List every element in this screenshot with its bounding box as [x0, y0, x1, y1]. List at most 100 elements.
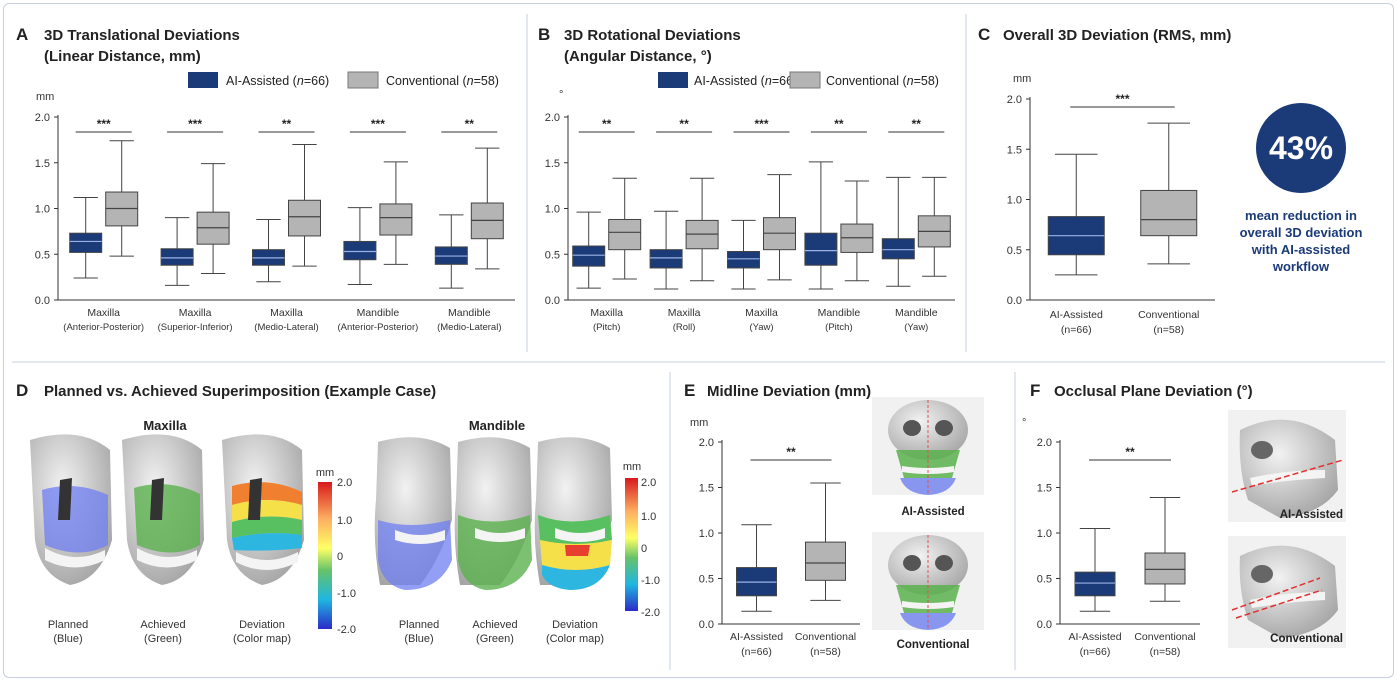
panel-f-ytick-label: 1.5 — [1037, 483, 1052, 495]
panel-a-category-sublabel: (Anterior-Posterior) — [63, 322, 144, 333]
mandible-achieved-render — [454, 437, 532, 590]
colorbar-maxilla-tick: 0 — [337, 551, 343, 563]
panel-a-category-label: Mandible — [357, 307, 400, 319]
panel-f-ytick-label: 0.0 — [1037, 619, 1052, 631]
panel-b-ytick-label: 0.5 — [545, 249, 560, 261]
panel-b-category-label: Maxilla — [745, 307, 778, 319]
caption-deviation: Deviation — [239, 619, 285, 631]
caption-deviation: Deviation — [552, 619, 598, 631]
caption-planned: Planned — [399, 619, 439, 631]
panel-b-y-unit: ° — [559, 89, 563, 101]
panel-b-title: 3D Rotational Deviations — [564, 27, 741, 44]
maxilla-achieved-render — [122, 434, 204, 585]
panel-a-sig-label: ** — [465, 117, 475, 131]
panel-b-sig-label: *** — [754, 117, 768, 131]
colorbar-mandible-tick: 1.0 — [641, 511, 656, 523]
legend-conventional-label: Conventional (n=58) — [386, 74, 499, 88]
panel-c-category-sublabel: (n=58) — [1153, 324, 1184, 336]
panel-b-ytick-label: 2.0 — [545, 112, 560, 124]
panel-a-ytick-label: 0.5 — [35, 249, 50, 261]
panel-d-letter: D — [16, 381, 28, 400]
panel-a-category-sublabel: (Superior-Inferior) — [158, 322, 233, 333]
colorbar-mandible-unit: mm — [623, 461, 641, 473]
panel-b-subtitle: (Angular Distance, °) — [564, 48, 712, 65]
panel-f-sig-label: ** — [1125, 445, 1135, 459]
legend-b-conventional-swatch — [789, 71, 821, 89]
panel-c-ytick-label: 1.5 — [1007, 144, 1022, 156]
panel-b-category-sublabel: (Pitch) — [593, 322, 620, 333]
panel-f-ytick-label: 0.5 — [1037, 574, 1052, 586]
caption-deviation-sub: (Color map) — [233, 633, 291, 645]
panel-b-ytick-label: 1.0 — [545, 204, 560, 216]
panel-a-title: 3D Translational Deviations — [44, 27, 240, 44]
panel-a-category-sublabel: (Medio-Lateral) — [437, 322, 501, 333]
callout-line-1: mean reduction in — [1245, 208, 1357, 223]
reduction-value: 43% — [1269, 130, 1333, 166]
panel-a-category-label: Maxilla — [179, 307, 212, 319]
panel-e-y-unit: mm — [690, 417, 708, 429]
colorbar-maxilla-tick: -1.0 — [337, 588, 356, 600]
caption-planned-sub: (Blue) — [404, 633, 433, 645]
panel-a-sig-label: *** — [97, 117, 111, 131]
panel-f-category-label: Conventional — [1134, 631, 1195, 643]
caption-achieved-sub: (Green) — [476, 633, 514, 645]
caption-achieved: Achieved — [472, 619, 517, 631]
caption-deviation-sub: (Color map) — [546, 633, 604, 645]
panel-a-sig-label: *** — [371, 117, 385, 131]
midline-ai-label: AI-Assisted — [901, 506, 964, 518]
panel-b-ai-1-box — [572, 245, 606, 267]
colorbar-mandible-tick: 2.0 — [641, 477, 656, 489]
midline-conventional-label: Conventional — [897, 639, 970, 651]
legend-b-conventional-label: Conventional (n=58) — [826, 74, 939, 88]
panel-b-category-label: Mandible — [895, 307, 938, 319]
callout-line-2: overall 3D deviation — [1240, 225, 1363, 240]
panel-b-category-label: Mandible — [818, 307, 861, 319]
panel-a-ytick-label: 1.0 — [35, 204, 50, 216]
panel-b-category-label: Maxilla — [668, 307, 701, 319]
panel-b-sig-label: ** — [679, 117, 689, 131]
caption-achieved-sub: (Green) — [144, 633, 182, 645]
panel-b-sig-label: ** — [602, 117, 612, 131]
panel-e-ytick-label: 0.0 — [699, 619, 714, 631]
panel-e-category-label: AI-Assisted — [730, 631, 783, 643]
panel-a-ai-4-box — [343, 240, 377, 261]
panel-c-conventional-box — [1140, 189, 1198, 237]
callout-line-3: with AI-assisted — [1251, 242, 1351, 257]
panel-a-sig-label: ** — [282, 117, 292, 131]
occlusal-conventional-label: Conventional — [1270, 633, 1343, 645]
panel-f-ai-box — [1074, 571, 1116, 597]
panel-a-y-unit: mm — [36, 91, 54, 103]
maxilla-planned-render — [30, 434, 112, 585]
panel-a-ytick-label: 0.0 — [35, 295, 50, 307]
legend-b-ai-label: AI-Assisted (n=66) — [694, 74, 797, 88]
panel-a-ai-2-box — [160, 248, 194, 266]
legend-ai-swatch — [188, 72, 218, 88]
colorbar-mandible-tick: -2.0 — [641, 607, 660, 619]
panel-c-y-unit: mm — [1013, 73, 1031, 85]
panel-e-ytick-label: 2.0 — [699, 437, 714, 449]
panel-b-category-label: Maxilla — [590, 307, 623, 319]
panel-a-ai-1-box — [69, 232, 103, 253]
panel-a-ytick-label: 1.5 — [35, 158, 50, 170]
panel-b-ytick-label: 1.5 — [545, 158, 560, 170]
panel-a-category-sublabel: (Medio-Lateral) — [254, 322, 318, 333]
panel-e-category-sublabel: (n=66) — [741, 646, 772, 658]
panel-c-category-sublabel: (n=66) — [1061, 324, 1092, 336]
colorbar-maxilla-tick: 1.0 — [337, 515, 352, 527]
mandible-heading: Mandible — [469, 418, 525, 433]
panel-a-category-sublabel: (Anterior-Posterior) — [338, 322, 419, 333]
panel-a-ytick-label: 2.0 — [35, 112, 50, 124]
maxilla-deviation-render — [222, 434, 304, 585]
panel-f-title: Occlusal Plane Deviation (°) — [1054, 383, 1253, 400]
panel-a-category-label: Maxilla — [270, 307, 303, 319]
panel-f-category-sublabel: (n=66) — [1080, 646, 1111, 658]
legend-b-ai-swatch — [658, 72, 688, 88]
panel-f-letter: F — [1030, 381, 1040, 400]
panel-a-conventional-3-box — [288, 199, 321, 237]
panel-c-letter: C — [978, 25, 990, 44]
colorbar-mandible — [625, 478, 638, 611]
panel-b-ytick-label: 0.0 — [545, 295, 560, 307]
caption-achieved: Achieved — [140, 619, 185, 631]
panel-b-ai-5-box — [881, 238, 915, 260]
panel-a-conventional-4-box — [379, 203, 413, 236]
